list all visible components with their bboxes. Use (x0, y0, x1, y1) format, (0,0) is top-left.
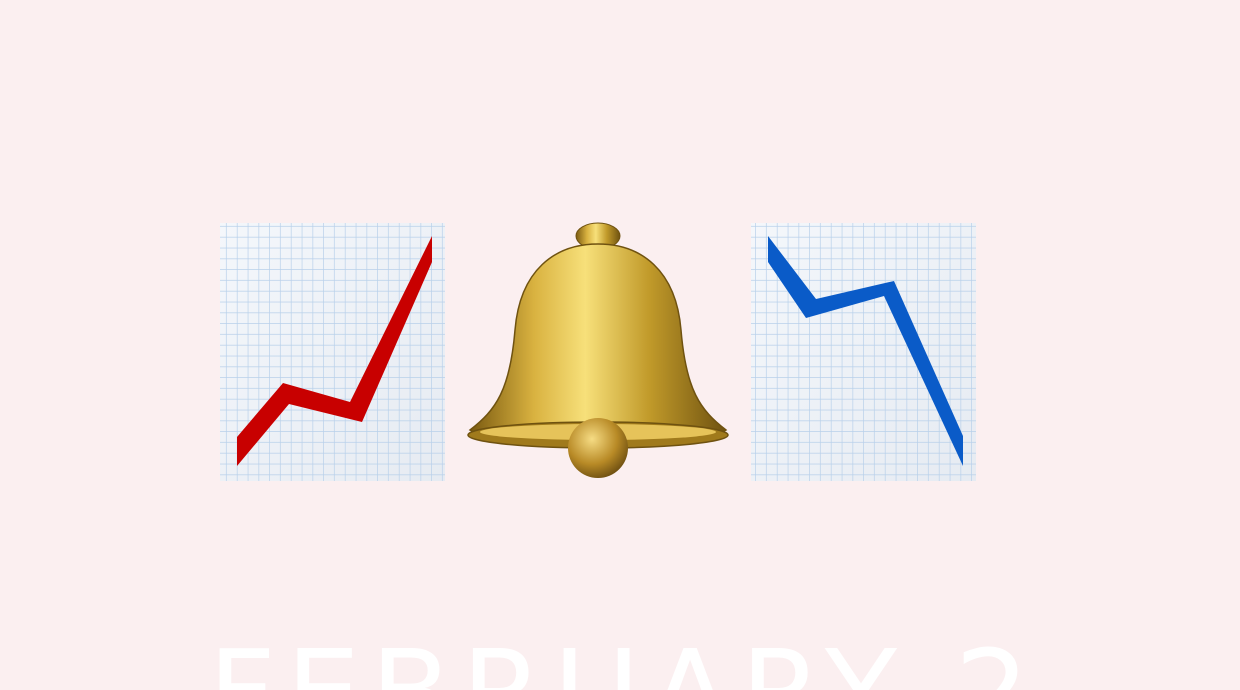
chart-decreasing-emoji (751, 223, 976, 481)
chart-increasing-emoji (220, 223, 445, 481)
heading: FEBRUARY 2 (208, 624, 1040, 690)
bell-emoji (467, 222, 729, 478)
